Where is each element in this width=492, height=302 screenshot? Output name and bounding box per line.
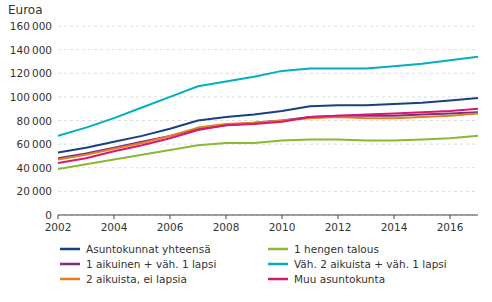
- y-tick-label: 80 000: [17, 115, 53, 127]
- x-axis-line: [58, 215, 478, 216]
- grid-line: [58, 49, 478, 50]
- series-line: [58, 98, 478, 152]
- y-tick-label: 20 000: [17, 185, 53, 197]
- y-tick-label: 0: [45, 209, 52, 221]
- y-tick-label: 120 000: [10, 67, 52, 79]
- legend-swatch: [60, 278, 80, 281]
- x-tick-label: 2010: [269, 221, 296, 233]
- legend-swatch: [60, 263, 80, 266]
- grid-line: [58, 26, 478, 27]
- y-tick-label: 100 000: [10, 91, 52, 103]
- chart: Euroa 0 20 000 40 000 60 000 80 000 100 000 120…: [0, 0, 492, 302]
- x-tick: [338, 215, 339, 219]
- series-line: [58, 113, 478, 159]
- legend-label: 2 aikuista, ei lapsia: [86, 273, 187, 285]
- y-tick-label: 140 000: [10, 44, 52, 56]
- x-tick-label: 2016: [437, 221, 464, 233]
- legend-swatch: [268, 278, 288, 281]
- x-tick: [170, 215, 171, 219]
- legend-label: Asuntokunnat yhteensä: [86, 243, 211, 255]
- legend-label: 1 aikuinen + väh. 1 lapsi: [86, 258, 216, 270]
- series-line: [58, 109, 478, 163]
- x-tick: [394, 215, 395, 219]
- grid-line: [58, 191, 478, 192]
- grid-line: [58, 215, 478, 216]
- y-axis: 0 20 000 40 000 60 000 80 000 100 000 120 000 1…: [10, 20, 52, 221]
- x-tick-label: 2012: [325, 221, 352, 233]
- grid-line: [58, 167, 478, 168]
- x-tick-label: 2008: [213, 221, 240, 233]
- legend-label: 1 hengen talous: [294, 243, 379, 255]
- legend-swatch: [60, 248, 80, 251]
- legend-swatch: [268, 263, 288, 266]
- y-tick-label: 160 000: [10, 20, 52, 32]
- x-tick: [226, 215, 227, 219]
- x-tick: [450, 215, 451, 219]
- grid: [58, 26, 478, 215]
- lines: [58, 57, 478, 169]
- series-line: [58, 136, 478, 169]
- legend-label: Väh. 2 aikuista + väh. 1 lapsi: [294, 258, 447, 270]
- x-tick-label: 2006: [157, 221, 184, 233]
- series-line: [58, 112, 478, 158]
- x-tick: [58, 215, 59, 219]
- x-tick: [282, 215, 283, 219]
- x-tick: [114, 215, 115, 219]
- x-tick-label: 2004: [101, 221, 128, 233]
- legend-label: Muu asuntokunta: [294, 273, 385, 285]
- grid-line: [58, 144, 478, 145]
- y-tick-label: 60 000: [17, 138, 53, 150]
- y-tick-label: 40 000: [17, 162, 53, 174]
- series-line: [58, 57, 478, 136]
- x-tick-label: 2014: [381, 221, 408, 233]
- legend: Asuntokunnat yhteensä 1 aikuinen + väh. 1…: [60, 243, 447, 285]
- x-axis: 2002 2004 2006 2008 2010 2012 2014 2016: [45, 215, 478, 233]
- legend-swatch: [268, 248, 288, 251]
- x-tick-label: 2002: [45, 221, 72, 233]
- grid-line: [58, 96, 478, 97]
- y-axis-label: Euroa: [8, 3, 43, 17]
